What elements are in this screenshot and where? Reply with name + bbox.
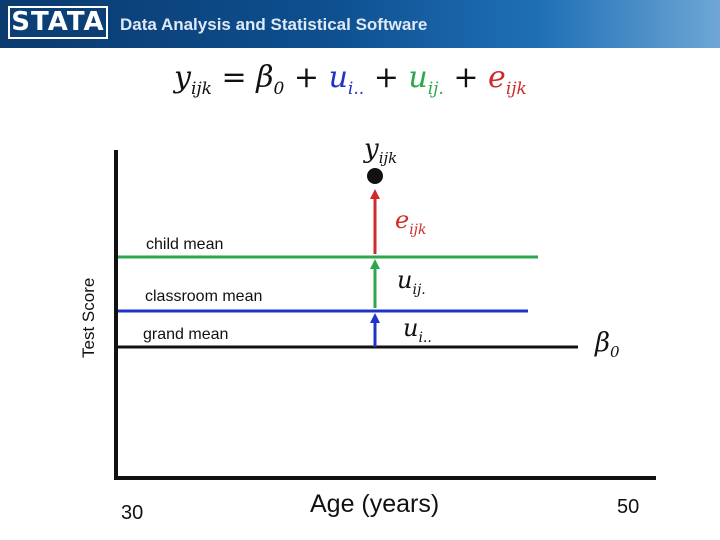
x-axis-label: Age (years) [310,490,440,518]
formula-e-sub: ijk [505,79,527,99]
formula-eq: = [211,60,257,95]
formula-plus2: + [364,60,409,95]
formula-beta-sub: 0 [273,79,285,99]
model-formula: yijk = β0 + ui.. + uij. + eijk [174,60,527,99]
formula-e: e [488,60,506,95]
u-child-label: uij. [397,266,426,298]
tagline: Data Analysis and Statistical Software [120,15,428,34]
beta-label-main: β [595,328,611,358]
e-label-main: e [395,206,410,234]
formula-plus3: + [443,60,489,95]
grand-mean-label: grand mean [143,326,229,343]
e-label-sub: ijk [409,221,427,238]
formula-u-classroom-sub: i.. [347,79,365,99]
u-classroom-label-main: u [403,314,419,342]
u-child-label-sub: ij. [412,281,426,298]
child-mean-label: child mean [146,236,224,253]
u-classroom-label-sub: i.. [418,329,432,346]
x-tick-max: 50 [617,496,640,518]
formula-u-child: u [408,60,428,95]
classroom-mean-label: classroom mean [145,288,263,305]
point-label-main: y [364,134,379,164]
header-banner: STATA Data Analysis and Statistical Soft… [0,0,720,48]
stata-logo: STATA [8,6,108,39]
formula-plus1: + [284,60,329,95]
e-label: eijk [395,206,427,238]
x-tick-min: 30 [121,502,144,524]
beta-label: β0 [595,328,620,361]
formula-beta: β [256,60,274,95]
y-axis-label: Test Score [79,277,98,358]
point-label: yijk [364,134,397,167]
formula-u-classroom: u [328,60,348,95]
u-classroom-label: ui.. [403,314,432,346]
beta-label-sub: 0 [610,343,620,362]
point-label-sub: ijk [378,149,398,168]
formula-u-child-sub: ij. [427,79,444,99]
data-point [367,168,383,184]
u-child-label-main: u [397,266,413,294]
formula-y: y [174,60,191,95]
formula-y-sub: ijk [190,79,212,99]
